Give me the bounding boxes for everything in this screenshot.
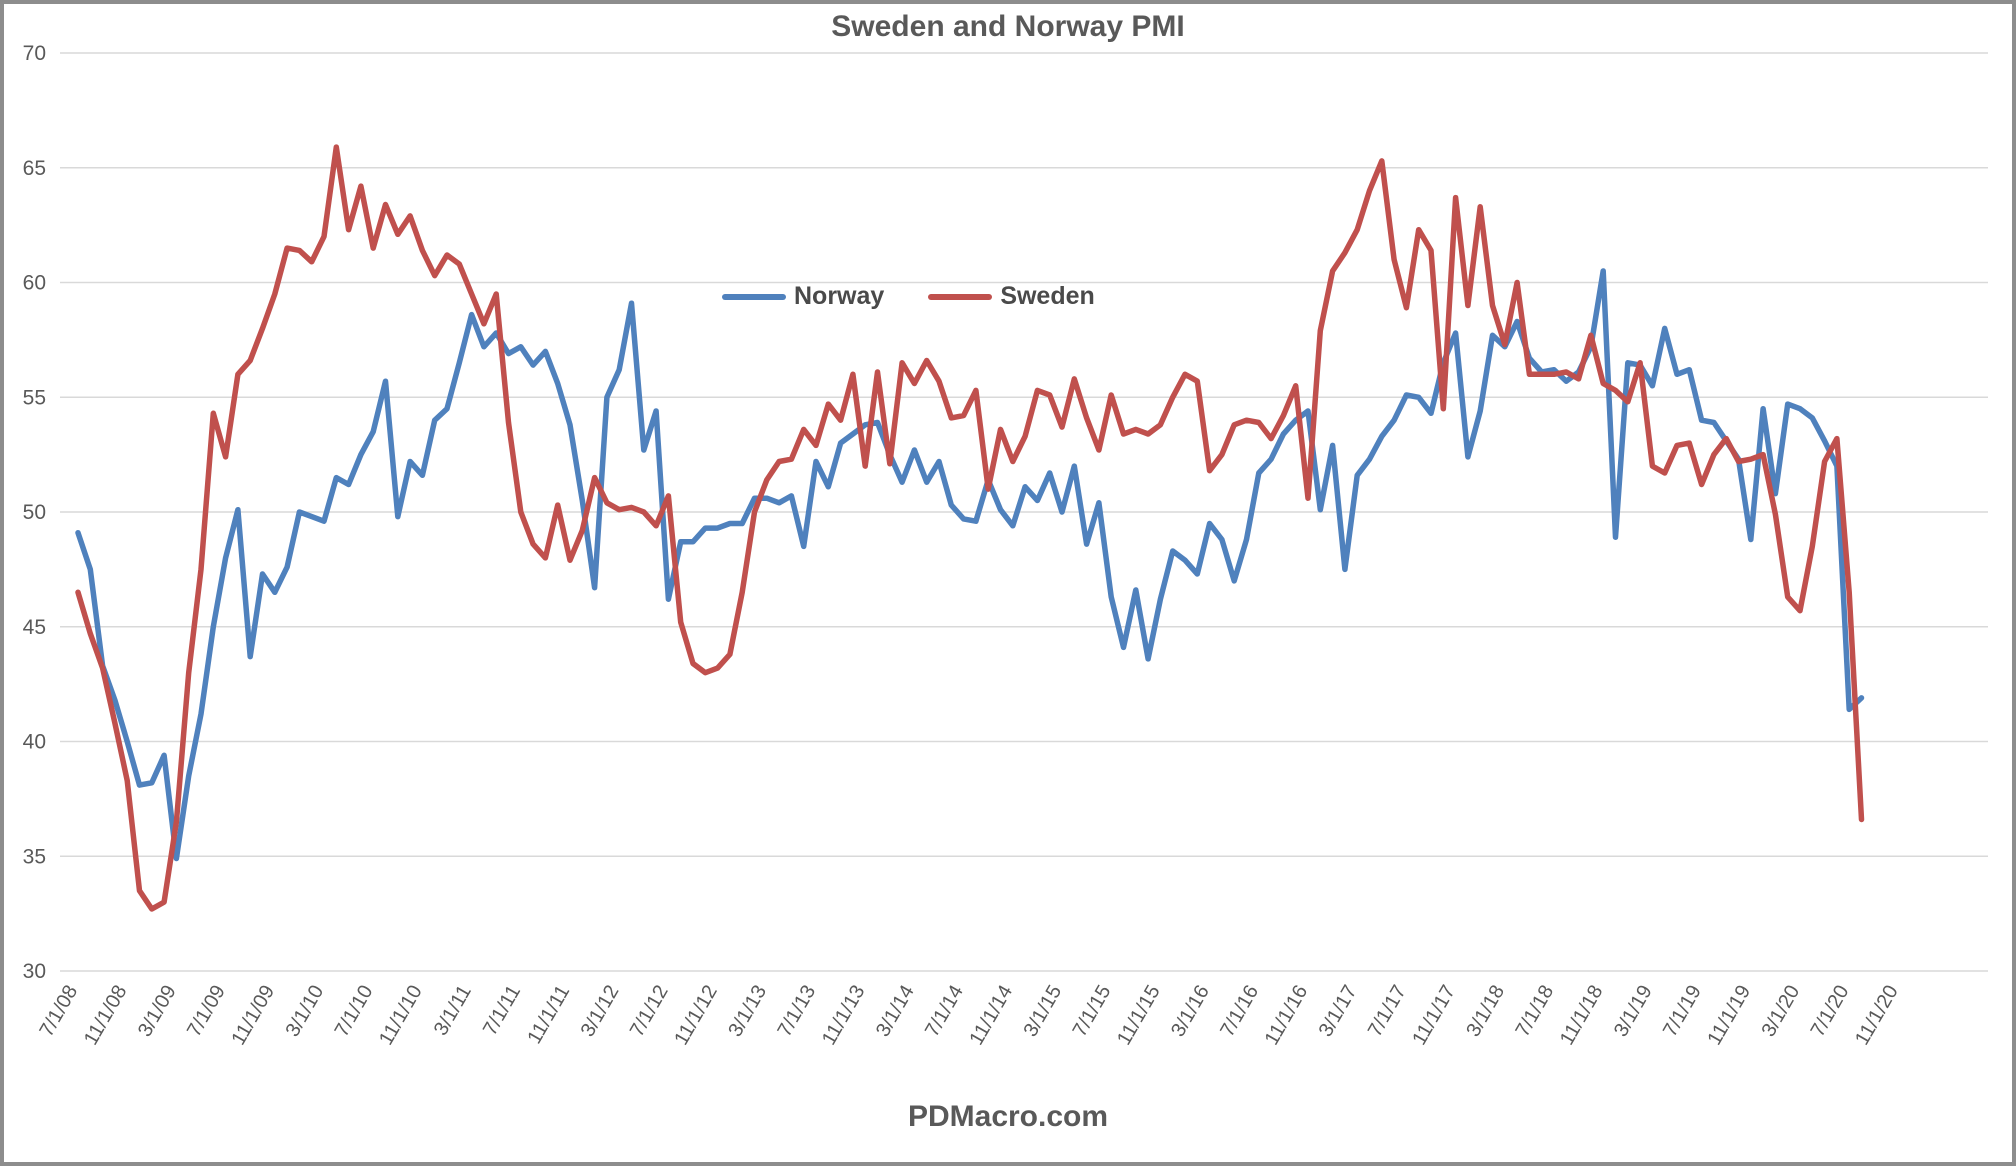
x-tick-label-11-1-19: 11/1/19 (1703, 982, 1755, 1050)
x-tick-label-3-1-17: 3/1/17 (1315, 982, 1362, 1041)
x-tick-label-7-1-14: 7/1/14 (921, 982, 968, 1041)
y-tick-label-60: 60 (23, 272, 46, 295)
x-tick-label-3-1-12: 3/1/12 (577, 982, 624, 1041)
y-axis-labels: 30 35 40 45 50 55 60 65 70 (23, 42, 46, 983)
sweden-line-swatch (928, 293, 993, 300)
x-tick-label-3-1-20: 3/1/20 (1757, 982, 1804, 1041)
y-tick-label-45: 45 (23, 616, 46, 639)
x-tick-label-11-1-16: 11/1/16 (1261, 982, 1313, 1050)
legend-item-sweden: Sweden (928, 282, 1095, 311)
y-tick-label-55: 55 (23, 386, 46, 409)
x-tick-label-3-1-09: 3/1/09 (134, 982, 181, 1041)
x-tick-label-11-1-11: 11/1/11 (523, 982, 574, 1048)
y-tick-label-30: 30 (23, 960, 46, 983)
x-tick-label-7-1-20: 7/1/20 (1807, 982, 1854, 1041)
norway-line-swatch (722, 293, 786, 300)
x-tick-label-7-1-09: 7/1/09 (183, 982, 230, 1041)
x-tick-label-11-1-20: 11/1/20 (1851, 982, 1903, 1050)
x-tick-label-3-1-13: 3/1/13 (724, 982, 771, 1041)
legend-item-norway: Norway (722, 282, 884, 311)
x-tick-label-11-1-13: 11/1/13 (818, 982, 870, 1050)
x-tick-label-3-1-10: 3/1/10 (281, 982, 328, 1041)
x-tick-label-11-1-12: 11/1/12 (670, 982, 722, 1050)
x-tick-label-11-1-14: 11/1/14 (965, 982, 1017, 1050)
y-tick-label-40: 40 (23, 731, 46, 754)
y-tick-label-35: 35 (23, 845, 46, 868)
x-tick-label-11-1-10: 11/1/10 (375, 982, 427, 1050)
x-tick-label-3-1-18: 3/1/18 (1462, 982, 1509, 1041)
legend-label-norway: Norway (794, 282, 885, 310)
gridlines (60, 52, 1988, 972)
x-tick-label-7-1-12: 7/1/12 (626, 982, 673, 1041)
x-tick-label-7-1-15: 7/1/15 (1069, 982, 1116, 1041)
x-tick-label-3-1-11: 3/1/11 (430, 982, 476, 1040)
x-tick-label-7-1-08: 7/1/08 (35, 982, 82, 1041)
x-tick-label-7-1-13: 7/1/13 (773, 982, 820, 1041)
series-sweden-line (75, 144, 1865, 912)
x-tick-label-11-1-18: 11/1/18 (1556, 982, 1608, 1050)
x-tick-label-11-1-09: 11/1/09 (227, 982, 279, 1050)
x-tick-label-7-1-11: 7/1/11 (479, 982, 525, 1040)
series-norway-line (75, 268, 1865, 862)
x-tick-label-3-1-15: 3/1/15 (1019, 982, 1066, 1041)
footer-branding: PDMacro.com (907, 1100, 1109, 1133)
x-tick-label-7-1-19: 7/1/19 (1659, 982, 1706, 1041)
chart-title: Sweden and Norway PMI (831, 10, 1185, 43)
x-tick-label-3-1-14: 3/1/14 (872, 982, 919, 1041)
y-tick-label-50: 50 (23, 501, 46, 524)
y-tick-label-70: 70 (23, 42, 46, 65)
y-tick-label-65: 65 (23, 157, 46, 180)
legend: Norway Sweden (722, 282, 1095, 311)
x-tick-label-3-1-16: 3/1/16 (1167, 982, 1214, 1041)
legend-label-sweden: Sweden (1000, 282, 1095, 310)
x-tick-label-7-1-17: 7/1/17 (1364, 982, 1411, 1041)
x-tick-label-7-1-16: 7/1/16 (1216, 982, 1263, 1041)
x-tick-label-7-1-10: 7/1/10 (331, 982, 378, 1041)
x-tick-label-7-1-18: 7/1/18 (1511, 982, 1558, 1041)
x-tick-label-11-1-15: 11/1/15 (1113, 982, 1165, 1050)
x-tick-label-11-1-17: 11/1/17 (1408, 982, 1460, 1050)
x-tick-label-3-1-19: 3/1/19 (1610, 982, 1657, 1041)
x-tick-label-11-1-08: 11/1/08 (80, 982, 132, 1050)
